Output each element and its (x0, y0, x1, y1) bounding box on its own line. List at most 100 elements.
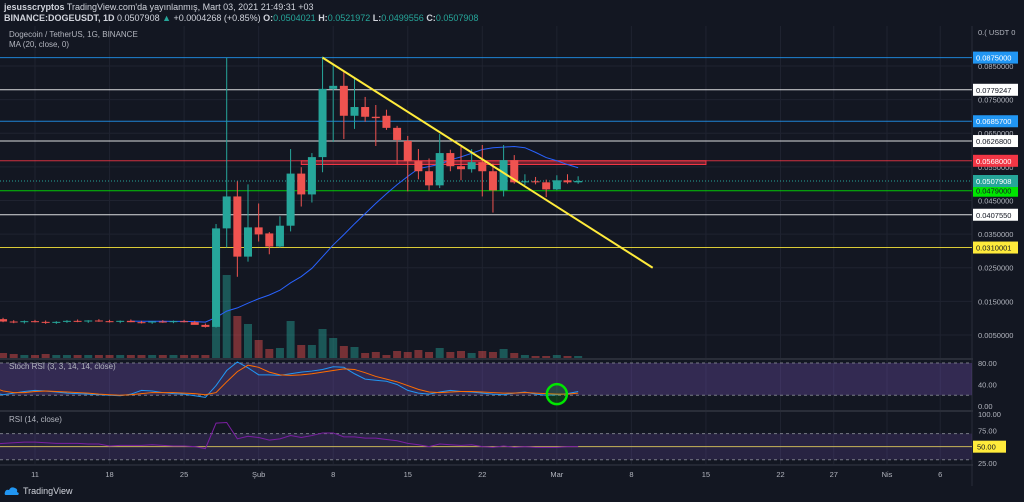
candle-body (105, 321, 114, 323)
candle-body (254, 227, 263, 235)
close-label: C: (426, 13, 436, 23)
candle-body (531, 181, 540, 183)
volume-bar (382, 355, 391, 358)
candle-body (435, 153, 444, 186)
high-value: 0.0521972 (327, 13, 371, 23)
rsi-tick-label: 100.00 (978, 410, 1001, 419)
candle-body (20, 321, 29, 323)
candle-body (563, 180, 572, 183)
rsi-tick-label: 75.00 (978, 426, 997, 435)
candle-body (297, 173, 306, 195)
level-price-tag: 0.0479000 (976, 187, 1011, 196)
volume-bar (425, 352, 434, 358)
volume-bar (457, 351, 465, 358)
candle-body (350, 107, 359, 116)
volume-bar (73, 355, 82, 358)
volume-bar (180, 355, 189, 358)
stoch-band (0, 363, 972, 396)
candle-body (520, 181, 529, 183)
series-legend: Dogecoin / TetherUS, 1G, BINANCE MA (20,… (9, 30, 138, 50)
candle-body (446, 153, 455, 167)
time-tick-label: 22 (478, 470, 486, 479)
candle-body (94, 320, 103, 322)
volume-bar (41, 354, 50, 358)
level-price-tag-bg (973, 208, 1018, 221)
candle-body (499, 160, 508, 191)
volume-bar (478, 351, 487, 358)
tradingview-logo[interactable]: TradingView (4, 486, 73, 496)
candle-body (222, 196, 231, 229)
volume-bar (105, 355, 114, 358)
candle-body (403, 140, 412, 162)
time-tick-label: 18 (105, 470, 113, 479)
volume-bar (339, 346, 348, 358)
price-chart[interactable]: 0.0850000 0.0750000 0.0650000 0.0550000 0.04… (0, 26, 1024, 486)
candle-body (275, 225, 284, 247)
volume-bar (510, 353, 519, 358)
time-tick-label: 8 (331, 470, 335, 479)
volume-bar (435, 348, 444, 358)
volume-bar (190, 355, 199, 358)
candle-body (414, 161, 423, 172)
candle-body (52, 321, 61, 323)
volume-bar (531, 356, 540, 358)
candle-body (382, 115, 391, 128)
volume-bar (94, 355, 103, 358)
candle-body (31, 321, 39, 323)
rsi-legend[interactable]: RSI (14, close) (9, 415, 62, 424)
candle-body (158, 321, 167, 323)
volume-bar (52, 355, 61, 358)
candle-body (62, 320, 71, 322)
volume-bar (254, 340, 263, 358)
level-price-tag-bg (973, 184, 1018, 197)
candle-body (73, 320, 82, 322)
volume-bar (318, 329, 327, 358)
ma-legend[interactable]: MA (20, close, 0) (9, 40, 70, 49)
volume-bar (158, 355, 167, 358)
time-tick-label: 11 (31, 470, 39, 479)
last-price-tag: 0.0507908 (976, 177, 1011, 186)
trendline (322, 56, 654, 269)
volume-bar (137, 355, 146, 358)
time-tick-label: 22 (776, 470, 784, 479)
cloud-logo-icon (4, 487, 19, 495)
author[interactable]: jesusscryptos (4, 2, 65, 12)
time-tick-label: 8 (629, 470, 633, 479)
volume-bar (275, 348, 284, 358)
candle-body (9, 321, 18, 323)
volume-bar (446, 352, 455, 358)
level-price-tag: 0.0626800 (976, 137, 1011, 146)
price-tick-label: 0.0350000 (978, 230, 1013, 239)
price-change: +0.0004268 (+0.85%) (173, 13, 261, 23)
level-price-tag: 0.0407550 (976, 211, 1011, 220)
price-tick-label: 0.0850000 (978, 62, 1013, 71)
volume-bar (116, 355, 125, 358)
stoch-legend[interactable]: Stoch RSI (3, 3, 14, 14, close) (9, 362, 116, 371)
time-tick-label: Şub (252, 470, 265, 479)
candle-body (574, 180, 583, 183)
candle-body (41, 321, 50, 323)
candle-body (286, 173, 295, 226)
volume-bar (350, 347, 359, 358)
volume-bar (467, 353, 476, 358)
candle-body (137, 322, 146, 324)
candle-body (339, 85, 348, 116)
rsi-mid-tag-bg (973, 440, 1006, 453)
volume-bar (542, 356, 551, 358)
candle-body (393, 127, 402, 140)
volume-bar (148, 355, 157, 358)
price-tick-label: 0.0250000 (978, 264, 1013, 273)
volume-bar (20, 355, 29, 358)
volume-bar (414, 350, 423, 358)
time-tick-label: 15 (404, 470, 412, 479)
candle-body (425, 171, 434, 186)
series-title: Dogecoin / TetherUS, 1G, BINANCE (9, 30, 138, 39)
stoch-tick-label: 80.00 (978, 359, 997, 368)
volume-bar (62, 355, 71, 358)
candle-body (212, 228, 221, 327)
candle-body (233, 196, 242, 257)
volume-bar (0, 353, 8, 358)
volume-bar (552, 355, 561, 358)
time-tick-label: Mar (550, 470, 563, 479)
main-pane (0, 26, 972, 358)
